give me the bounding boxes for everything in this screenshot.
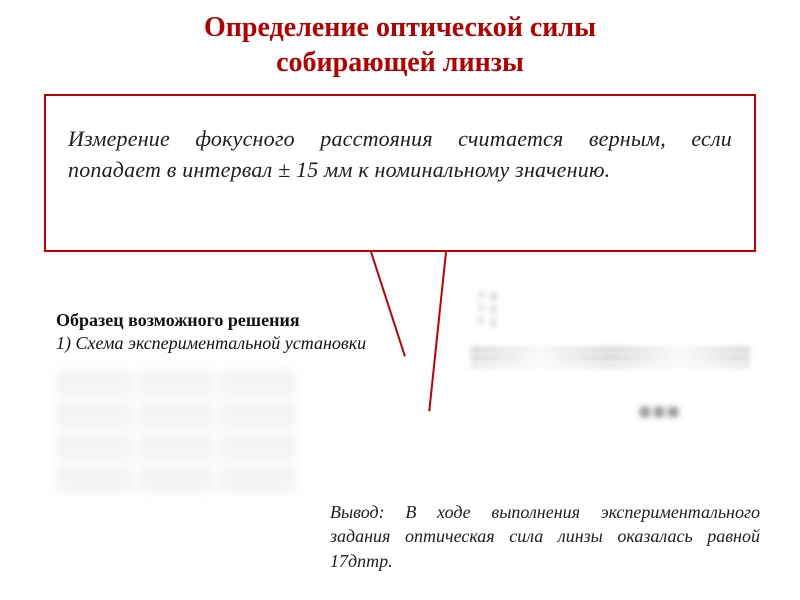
solution-subheading-text: 1) Схема экспериментальной установки — [56, 333, 366, 354]
title-line-2: собирающей линзы — [276, 47, 524, 78]
criteria-text: Измерение фокусного расстояния считается… — [68, 124, 732, 186]
blurred-numbers: 7 4 7 3 7 2 — [478, 290, 750, 330]
solution-heading-text: Образец возможного решения — [56, 310, 366, 331]
callout-pointer — [370, 251, 406, 356]
blurred-figure-left — [56, 370, 296, 510]
page-title: Определение оптической силы собирающей л… — [0, 0, 800, 80]
solution-sample-heading: Образец возможного решения 1) Схема эксп… — [56, 310, 366, 354]
callout-pointer-2 — [428, 252, 447, 411]
criteria-callout: Измерение фокусного расстояния считается… — [44, 94, 756, 252]
blurred-figure-right: 7 4 7 3 7 2 — [470, 290, 750, 470]
title-line-1: Определение оптической силы — [204, 12, 596, 43]
slide-page: Определение оптической силы собирающей л… — [0, 0, 800, 600]
conclusion-text: Вывод: В ходе выполнения экспериментальн… — [330, 500, 760, 573]
